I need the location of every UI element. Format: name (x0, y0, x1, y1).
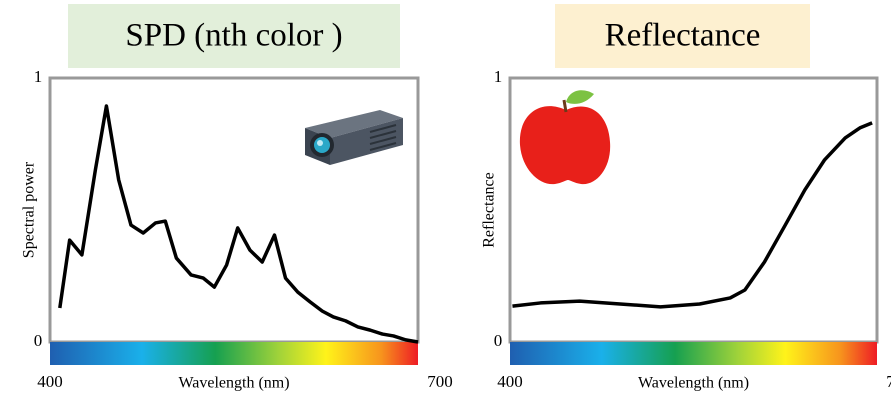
y-axis-label: Reflectance (481, 172, 498, 248)
x-axis-label: Wavelength (nm) (178, 375, 289, 392)
x-tick-label: 400 (497, 372, 523, 391)
x-axis-label: Wavelength (nm) (638, 375, 749, 392)
spectrum-bar (50, 342, 418, 365)
x-tick-label: 700 (427, 372, 453, 391)
y-axis-label: Spectral power (21, 161, 38, 258)
spectrum-bar (510, 342, 877, 365)
x-tick-label: 700 (886, 372, 891, 391)
y-tick-label: 0 (494, 331, 503, 350)
y-tick-label: 1 (494, 67, 503, 86)
chart-title: SPD (nth color ) (125, 18, 342, 54)
projector-icon (305, 110, 403, 165)
y-tick-label: 1 (34, 67, 43, 86)
figure: SPD (nth color ) 0 1 400 700 Wavelength (nm) S… (0, 0, 891, 394)
apple-icon (520, 90, 610, 184)
chart-title: Reflectance (605, 18, 761, 54)
x-tick-label: 400 (37, 372, 63, 391)
charts: SPD (nth color ) 0 1 400 700 Wavelength (nm) S… (21, 4, 891, 392)
y-tick-label: 0 (34, 331, 43, 350)
